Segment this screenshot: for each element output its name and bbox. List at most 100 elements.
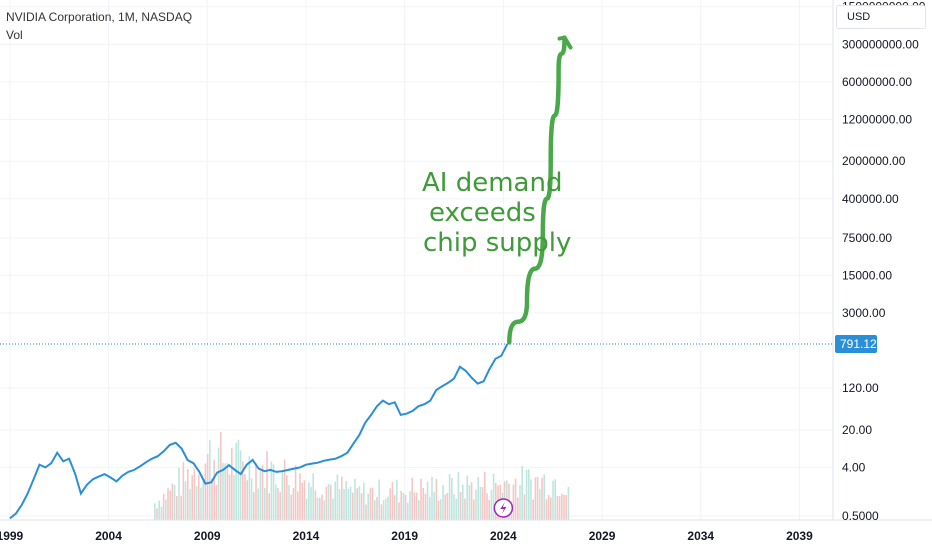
volume-bar — [534, 477, 537, 520]
volume-bar — [195, 486, 198, 520]
volume-bar — [420, 478, 422, 520]
volume-bar — [446, 493, 449, 520]
volume-bar — [473, 499, 475, 520]
volume-bar — [261, 464, 264, 520]
volume-bar — [224, 463, 226, 520]
volume-bar — [363, 482, 365, 520]
y-tick-label: 60000000.00 — [842, 75, 912, 89]
volume-bar — [466, 475, 468, 520]
volume-bar — [382, 500, 385, 520]
volume-bar — [235, 442, 237, 520]
volume-bar — [360, 493, 363, 520]
projection-arrow — [507, 35, 567, 345]
volume-bar — [268, 493, 270, 520]
volume-bar — [162, 493, 165, 520]
x-tick-label: 2014 — [293, 529, 320, 543]
volume-bar — [237, 439, 240, 520]
volume-bar — [160, 506, 163, 520]
volume-bar — [468, 485, 471, 520]
volume-bar — [418, 500, 420, 520]
volume-bar — [517, 497, 519, 520]
volume-bar — [523, 494, 526, 520]
volume-bar — [398, 502, 400, 520]
volume-bar — [415, 492, 418, 520]
volume-bar — [266, 451, 268, 520]
last-price-badge-bg — [835, 335, 877, 354]
volume-bar — [213, 460, 215, 520]
volume-bar — [288, 484, 290, 520]
volume-bar — [532, 499, 534, 520]
y-tick-label: 12000000.00 — [842, 112, 912, 126]
volume-bar — [217, 447, 220, 520]
volume-bar — [404, 495, 407, 520]
volume-bar — [444, 494, 446, 520]
volume-bar — [492, 473, 495, 520]
volume-bar — [206, 454, 209, 520]
volume-bar — [189, 488, 191, 520]
volume-bar — [279, 492, 281, 520]
volume-bar — [198, 474, 200, 520]
y-tick-label: 75000.00 — [842, 231, 892, 245]
volume-bar — [303, 480, 306, 520]
x-tick-label: 2004 — [95, 529, 122, 543]
volume-bar — [558, 496, 561, 520]
volume-bar — [169, 490, 171, 520]
volume-bar — [563, 494, 565, 520]
volume-bar — [257, 488, 259, 520]
volume-bar — [277, 487, 279, 520]
volume-bar — [464, 498, 466, 520]
volume-bar — [367, 493, 369, 520]
volume-bar — [211, 478, 213, 520]
volume-bar — [451, 477, 453, 520]
annotation-line-2: exceeds — [429, 198, 536, 228]
volume-bar — [391, 481, 394, 520]
volume-bar — [178, 467, 180, 520]
volume-bar — [330, 484, 332, 520]
volume-bar — [354, 478, 356, 520]
volume-bar — [552, 480, 554, 520]
volume-bar — [475, 489, 477, 520]
volume-bar — [565, 495, 567, 520]
volume-bar — [220, 432, 222, 520]
volume-bar — [554, 479, 556, 520]
volume-bar — [325, 486, 328, 520]
y-tick-label: 300000000.00 — [842, 37, 919, 51]
volume-bar — [481, 487, 484, 520]
volume-bar — [294, 465, 297, 520]
volume-bar — [376, 496, 378, 520]
volume-bar — [365, 504, 367, 520]
volume-bar — [378, 479, 380, 520]
volume-bar — [226, 463, 229, 520]
volume-bar — [407, 502, 409, 520]
volume-bar — [380, 504, 383, 520]
volume-bar — [228, 474, 231, 520]
volume-bar — [336, 474, 339, 520]
volume-bar — [543, 474, 545, 520]
volume-bar — [209, 440, 211, 520]
symbol-title[interactable]: NVIDIA Corporation, 1M, NASDAQ — [6, 10, 193, 24]
volume-bar — [440, 499, 442, 520]
volume-bar — [433, 491, 435, 520]
y-axis[interactable]: 0.5000 4.00 20.00 120.00 3000.00 15000.00 7500… — [842, 0, 926, 523]
volume-bar — [272, 464, 275, 520]
x-axis[interactable]: 1999 2004 2009 2014 2019 2024 2029 2034 2039 — [0, 529, 813, 543]
volume-bar — [426, 481, 429, 520]
volume-bar — [202, 477, 204, 520]
volume-bar — [332, 498, 334, 520]
x-tick-label: 2009 — [194, 529, 221, 543]
volume-bar — [455, 498, 457, 520]
volume-bar — [173, 485, 176, 520]
volume-bar — [347, 488, 350, 520]
y-tick-label: 15000.00 — [842, 268, 892, 282]
volume-bar — [193, 468, 196, 520]
annotation-line-3: chip supply — [423, 228, 572, 258]
lightning-icon[interactable] — [493, 498, 514, 518]
volume-indicator-label[interactable]: Vol — [6, 28, 23, 42]
volume-bar — [356, 488, 358, 520]
y-tick-label: 20.00 — [842, 423, 872, 437]
chart-grid — [0, 0, 833, 520]
y-tick-label: 3000.00 — [842, 306, 886, 320]
currency-button[interactable]: USD — [836, 5, 926, 29]
volume-bar — [154, 503, 156, 520]
